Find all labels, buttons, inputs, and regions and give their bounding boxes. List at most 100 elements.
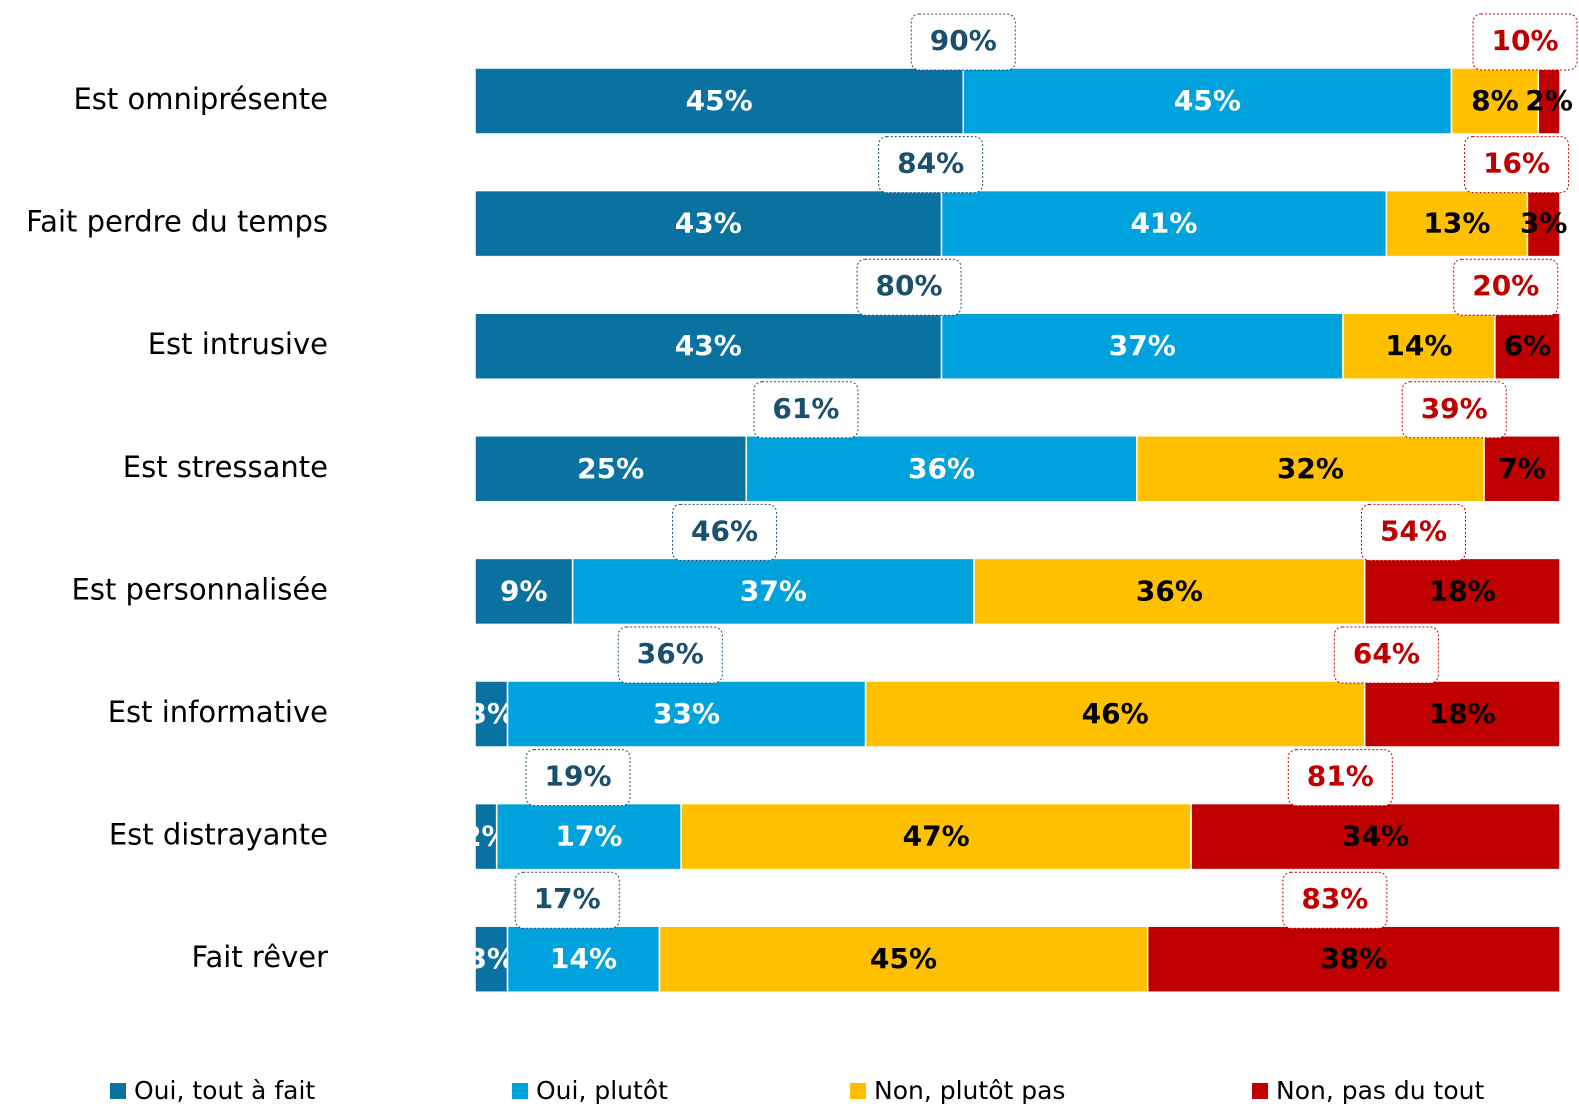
total-label: 54% — [1380, 514, 1447, 547]
legend-swatch — [110, 1083, 126, 1099]
total-box — [672, 503, 778, 561]
bar-segment — [1136, 435, 1485, 503]
segment-label: 38% — [1320, 942, 1387, 975]
bar-segment — [973, 557, 1366, 626]
total-label: 19% — [545, 760, 612, 793]
category-label: Est intrusive — [148, 327, 328, 361]
total-label: 10% — [1491, 24, 1558, 57]
total-label: 81% — [1307, 760, 1374, 793]
bar-segment — [940, 312, 1344, 380]
legend-label: Oui, tout à fait — [134, 1076, 315, 1105]
total-box — [1453, 258, 1559, 316]
segment-label: 13% — [1423, 207, 1490, 240]
bar-segment — [1190, 802, 1561, 871]
bar-segment — [1483, 435, 1561, 503]
total-box — [856, 258, 962, 316]
bar-segment — [474, 67, 964, 135]
bar-segment — [506, 680, 867, 748]
total-label: 90% — [930, 24, 997, 57]
total-box — [1472, 13, 1578, 71]
bar-segment — [474, 435, 747, 503]
legend-swatch — [512, 1083, 528, 1099]
bar-segment — [1385, 189, 1529, 258]
segment-label: 8% — [1471, 84, 1519, 117]
bar-segment — [474, 925, 509, 993]
segment-label: 14% — [1385, 329, 1452, 362]
total-label: 46% — [691, 514, 758, 547]
legend-label: Non, pas du tout — [1276, 1076, 1484, 1105]
segment-label: 45% — [1174, 84, 1241, 117]
segment-label: 14% — [550, 942, 617, 975]
total-label: 64% — [1353, 637, 1420, 670]
segment-label: 36% — [908, 452, 975, 485]
total-box — [1361, 503, 1467, 561]
bar-segment — [680, 802, 1192, 871]
total-box — [1333, 626, 1439, 684]
total-label: 17% — [534, 882, 601, 915]
bar-segment — [940, 189, 1388, 258]
total-label: 84% — [897, 147, 964, 180]
bar-segment — [495, 802, 682, 871]
segment-label: 25% — [577, 452, 644, 485]
segment-label: 18% — [1429, 574, 1496, 607]
total-label: 36% — [637, 637, 704, 670]
segment-label: 34% — [1342, 820, 1409, 853]
total-box — [1282, 871, 1388, 929]
segment-label: 2% — [1525, 84, 1573, 117]
legend-swatch — [1252, 1083, 1268, 1099]
bar-segment — [474, 680, 509, 748]
total-label: 80% — [875, 269, 942, 302]
segment-label: 43% — [675, 329, 742, 362]
bar-segment — [745, 435, 1138, 503]
segment-label: 18% — [1429, 697, 1496, 730]
total-box — [1401, 381, 1507, 439]
bar-segment — [1494, 312, 1561, 380]
segment-label: 33% — [653, 697, 720, 730]
category-label: Fait rêver — [192, 940, 329, 974]
segment-label: 6% — [1504, 329, 1552, 362]
total-box — [525, 749, 631, 807]
total-box — [514, 871, 620, 929]
total-label: 61% — [772, 392, 839, 425]
category-label: Fait perdre du temps — [26, 205, 328, 239]
segment-label: 17% — [555, 820, 622, 853]
segment-label: 7% — [1498, 452, 1546, 485]
bar-segment — [571, 557, 975, 626]
bar-segment — [1363, 680, 1561, 748]
bar-segment — [474, 189, 943, 258]
segment-label: 32% — [1277, 452, 1344, 485]
category-label: Est omniprésente — [73, 82, 328, 116]
segment-label: 45% — [686, 84, 753, 117]
segment-label: 3% — [1520, 207, 1568, 240]
segment-label: 9% — [500, 574, 548, 607]
category-label: Est distrayante — [109, 818, 328, 852]
segment-label: 46% — [1082, 697, 1149, 730]
legend-swatch — [850, 1083, 866, 1099]
segment-label: 36% — [1136, 574, 1203, 607]
bar-segment — [658, 925, 1149, 993]
total-label: 16% — [1483, 147, 1550, 180]
category-label: Est personnalisée — [72, 572, 328, 606]
legend-label: Oui, plutôt — [536, 1076, 668, 1105]
total-box — [753, 381, 859, 439]
segment-label: 43% — [675, 207, 742, 240]
total-label: 39% — [1421, 392, 1488, 425]
total-box — [878, 136, 984, 194]
segment-label: 45% — [870, 942, 937, 975]
total-box — [1287, 749, 1393, 807]
total-label: 20% — [1472, 269, 1539, 302]
total-label: 83% — [1301, 882, 1368, 915]
total-box — [1464, 136, 1570, 194]
segment-label: 41% — [1130, 207, 1197, 240]
segment-label: 37% — [1109, 329, 1176, 362]
bar-segment — [474, 312, 943, 380]
segment-label: 37% — [740, 574, 807, 607]
bar-segment — [1342, 312, 1496, 380]
segment-label: 47% — [903, 820, 970, 853]
bar-segment — [962, 67, 1453, 135]
total-box — [617, 626, 723, 684]
bar-segment — [864, 680, 1366, 748]
legend-label: Non, plutôt pas — [874, 1076, 1065, 1105]
category-label: Est informative — [108, 695, 328, 729]
